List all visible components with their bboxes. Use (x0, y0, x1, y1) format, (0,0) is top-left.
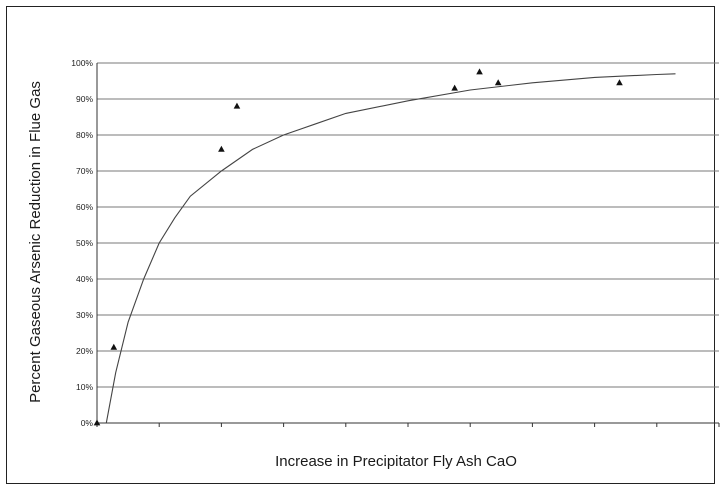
x-ticks (96, 423, 720, 427)
y-axis-title: Percent Gaseous Arsenic Reduction in Flu… (27, 81, 44, 403)
data-point-marker (110, 343, 118, 350)
y-tick-label: 90% (76, 94, 93, 104)
y-tick-label: 20% (76, 346, 93, 356)
data-point-marker (616, 79, 623, 86)
y-tick-labels: 0% 10% 20% 30% 40% 50% 60% 70% 80% 90% 100% (71, 58, 93, 428)
y-tick-label: 60% (76, 202, 93, 212)
y-tick-label: 70% (76, 166, 93, 176)
y-tick-label: 50% (76, 238, 93, 248)
y-tick-label: 100% (71, 58, 93, 68)
y-tick-label: 40% (76, 274, 93, 284)
y-tick-label: 30% (76, 310, 93, 320)
y-tick-label: 0% (81, 418, 94, 428)
data-points (93, 68, 623, 426)
trendline (105, 73, 676, 424)
data-point-marker (476, 68, 483, 75)
chart-frame (6, 6, 715, 484)
y-tick-label: 10% (76, 382, 93, 392)
data-point-marker (218, 145, 225, 152)
grid-lines (96, 62, 719, 424)
data-point-marker (494, 79, 502, 86)
data-point-marker (451, 84, 458, 91)
y-tick-label: 80% (76, 130, 93, 140)
data-point-marker (93, 419, 101, 426)
data-point-marker (233, 102, 241, 109)
x-axis-title: Increase in Precipitator Fly Ash CaO (275, 453, 517, 470)
